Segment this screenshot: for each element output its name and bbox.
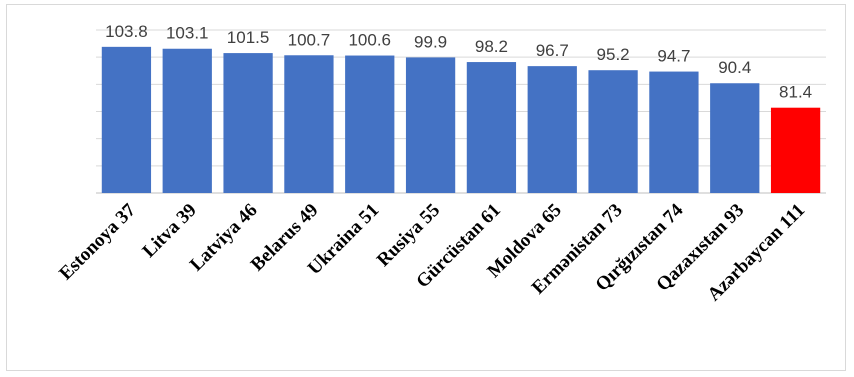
- value-label: 96.7: [536, 41, 569, 60]
- value-label: 98.2: [475, 37, 508, 56]
- bar: [770, 107, 821, 193]
- bar: [710, 83, 760, 193]
- bar: [284, 55, 334, 193]
- category-label: Estonoya 37: [55, 199, 140, 284]
- category-label: Litva 39: [139, 200, 201, 262]
- bar: [101, 46, 152, 193]
- value-label: 100.6: [348, 31, 391, 50]
- value-label: 103.1: [166, 24, 209, 43]
- value-label: 90.4: [718, 58, 751, 77]
- bar: [223, 53, 273, 193]
- bar: [405, 57, 456, 194]
- value-label: 94.7: [657, 47, 690, 66]
- bar: [649, 71, 699, 193]
- value-label: 100.7: [288, 30, 331, 49]
- bar: [527, 66, 577, 193]
- bars: [101, 46, 821, 194]
- value-label: 95.2: [597, 45, 630, 64]
- bar: [466, 62, 517, 193]
- value-labels: 103.8 103.1 101.5 100.7 100.6 99.9 98.2 96.7 95.…: [105, 22, 812, 102]
- value-label: 81.4: [779, 83, 812, 102]
- bar: [162, 48, 212, 194]
- value-label: 99.9: [414, 32, 447, 51]
- bar: [345, 55, 395, 193]
- gridlines: [96, 29, 826, 194]
- value-label: 101.5: [227, 28, 270, 47]
- value-label: 103.8: [105, 22, 148, 41]
- bar: [588, 70, 638, 193]
